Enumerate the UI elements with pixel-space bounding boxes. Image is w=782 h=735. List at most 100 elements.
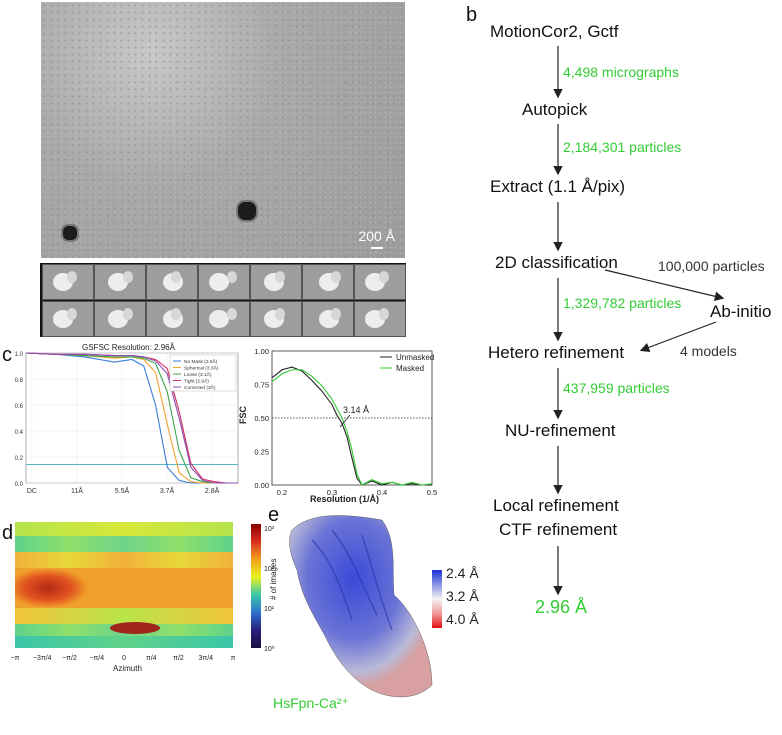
micrograph-texture (41, 2, 405, 258)
fsc-left-y-tick: 0.8 (15, 378, 24, 384)
panel-letter-e: e (268, 504, 280, 526)
fsc-right-annotation: 3.14 Å (343, 405, 369, 415)
flow-label-100000: 100,000 particles (658, 258, 765, 274)
fsc-right-y-tick: 1.00 (254, 347, 269, 356)
res-tick-2-4: 2.4 Å (446, 565, 479, 581)
fsc-left-x-tick: 5.5Å (115, 486, 130, 495)
class-average-density (209, 310, 229, 328)
colorbar-tick: 10⁰ (264, 645, 275, 653)
class-average (42, 301, 94, 337)
fsc-left-legend-item: Loose (3.1Å) (184, 371, 212, 378)
class-average-density (331, 271, 341, 283)
panel-letter-b: b (466, 4, 478, 26)
fsc-right-x-tick: 0.5 (427, 488, 437, 497)
flow-node-2d-classification: 2D classification (495, 253, 618, 272)
angular-x-tick: −π (11, 655, 20, 662)
fsc-left-x-tick: DC (27, 488, 37, 495)
flow-label-particles-autopick: 2,184,301 particles (563, 139, 682, 155)
class-average (94, 264, 146, 300)
fsc-left-y-tick: 0.6 (15, 404, 24, 410)
density-map (289, 515, 433, 698)
angular-x-tick: 3π/4 (198, 655, 213, 662)
fsc-right-y-tick: 0.50 (254, 414, 269, 423)
colorbar-tick: 10² (264, 566, 275, 573)
flow-label-particles-hetero: 437,959 particles (563, 380, 670, 396)
scale-bar (371, 247, 383, 249)
heatmap-hotspot (110, 622, 160, 634)
class-average-density (331, 308, 341, 320)
class-average (146, 264, 198, 300)
density-map-helices (311, 529, 393, 631)
arrow (604, 269, 725, 301)
class-average (302, 264, 354, 300)
angular-x-tick: −π/4 (89, 655, 104, 662)
class-average-density (275, 271, 285, 283)
fsc-left-x-tick: 3.7Å (160, 486, 175, 495)
flow-node-hetero-refinement: Hetero refinement (488, 343, 625, 362)
micrograph-image: 200 Å (41, 2, 405, 258)
res-tick-3-2: 3.2 Å (446, 588, 479, 604)
colorbar (251, 524, 261, 648)
flow-node-motioncor: MotionCor2, Gctf (490, 22, 619, 41)
class-average (42, 264, 94, 300)
flow-final-resolution: 2.96 Å (535, 597, 588, 617)
fsc-series-line (25, 352, 238, 484)
class-average (198, 301, 250, 337)
heatmap-band (15, 608, 233, 624)
density-map-surface (289, 515, 433, 698)
class-average-density (227, 308, 237, 320)
class-averages-grid (40, 263, 406, 337)
fsc-right-xlabel: Resolution (1/Å) (310, 494, 379, 504)
fsc-left-legend-item: Tight (2.9Å) (184, 378, 209, 385)
angular-xlabel: Azimuth (113, 664, 142, 673)
flow-node-ctf-refinement: CTF refinement (499, 520, 618, 539)
heatmap-band (15, 522, 233, 536)
scale-bar-label: 200 Å (358, 228, 395, 244)
colorbar-ticks: 10³ 10² 10¹ 10⁰ (264, 526, 275, 653)
class-average-density (171, 308, 181, 320)
class-average (354, 301, 406, 337)
fsc-left-title: GSFSC Resolution: 2.96Å (82, 343, 176, 352)
fsc-left-legend-item: No Mask (3.5Å) (184, 358, 218, 365)
class-average-density (379, 271, 389, 283)
flow-node-local-refinement: Local refinement (493, 496, 619, 515)
colorbar-label: # of images (269, 559, 278, 600)
class-average (354, 264, 406, 300)
angular-x-tick: π/2 (173, 655, 184, 662)
angular-x-tick: π (231, 655, 236, 662)
fsc-series-line (271, 369, 433, 486)
class-average (302, 301, 354, 337)
flow-node-autopick: Autopick (522, 100, 588, 119)
flow-node-extract: Extract (1.1 Å/pix) (490, 177, 626, 196)
particle-blob (236, 200, 258, 222)
panel-letter-c: c (2, 344, 12, 366)
angular-x-tick: 0 (122, 655, 126, 662)
flow-label-4-models: 4 models (680, 343, 737, 359)
fsc-left-y-tick: 1.0 (15, 352, 24, 358)
angular-x-tick: −3π/4 (33, 655, 52, 662)
map-label: HsFpn-Ca²⁺ (273, 695, 349, 711)
fsc-right-marks: 1.00 0.75 0.50 0.25 0.00 0.2 0.3 0.4 0.5 (254, 347, 437, 497)
fsc-left-legend-item: Corrected (3Å) (184, 384, 216, 391)
heatmap-band (15, 568, 233, 608)
fsc-left-x-tick: 2.8Å (205, 486, 220, 495)
class-average-density (67, 271, 77, 283)
flow-label-particles-2d: 1,329,782 particles (563, 295, 682, 311)
class-average (146, 301, 198, 337)
panel-letter-d: d (2, 522, 14, 544)
fsc-right-y-tick: 0.25 (254, 448, 269, 457)
angular-x-ticks: −π −3π/4 −π/2 −π/4 0 π/4 π/2 3π/4 π (11, 655, 236, 662)
fsc-right-legend-masked: Masked (396, 364, 424, 373)
local-resolution-colorbar (432, 570, 442, 628)
class-average-density (275, 308, 285, 320)
angular-x-tick: π/4 (146, 655, 157, 662)
class-average-density (379, 308, 389, 320)
heatmap-band (15, 552, 233, 568)
class-average (250, 301, 302, 337)
fsc-right-ylabel: FSC (238, 405, 248, 424)
heatmap-band (15, 636, 233, 648)
fsc-left-y-tick: 0.2 (15, 456, 24, 462)
fsc-right-x-tick: 0.2 (277, 488, 287, 497)
flow-node-ab-initio: Ab-initio (710, 302, 772, 321)
particle-blob (61, 224, 79, 242)
